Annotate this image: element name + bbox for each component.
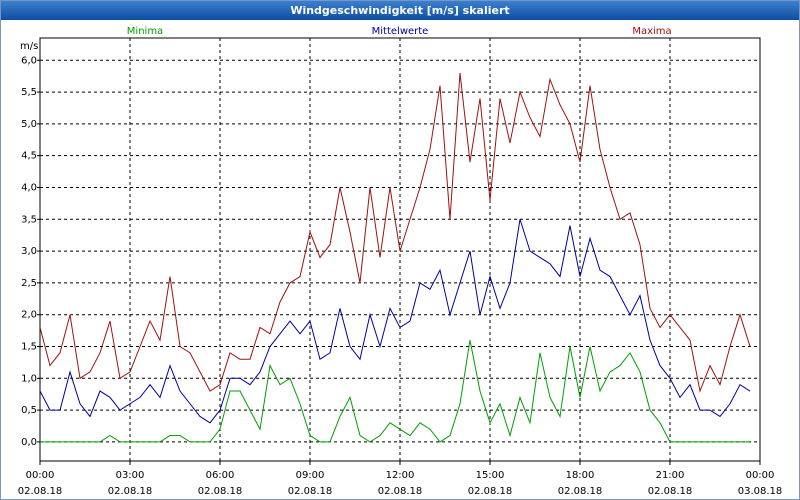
series-line	[39, 219, 751, 424]
y-tick-label: 3,0	[21, 246, 37, 257]
legend-entry: Maxima	[632, 26, 671, 37]
x-tick-label: 09:00	[296, 470, 325, 481]
y-tick-label: 1,0	[21, 373, 37, 384]
y-tick-label: 0,5	[21, 405, 37, 416]
y-tick-label: 1,5	[21, 342, 37, 353]
x-tick-date: 02.08.18	[558, 486, 603, 497]
y-tick-label: 4,0	[21, 182, 37, 193]
x-tick-label: 12:00	[386, 470, 415, 481]
x-tick-label: 06:00	[206, 470, 235, 481]
y-tick-label: 0,0	[21, 437, 37, 448]
series-line	[39, 72, 751, 393]
title-bar	[1, 1, 799, 20]
x-tick-date: 02.08.18	[378, 486, 423, 497]
x-tick-label: 18:00	[566, 470, 595, 481]
y-tick-label: 3,5	[21, 214, 37, 225]
y-tick-label: 6,0	[21, 55, 37, 66]
legend-entry: Minima	[127, 26, 163, 37]
x-tick-label: 00:00	[26, 470, 55, 481]
x-tick-label: 21:00	[656, 470, 685, 481]
y-axis-label: m/s	[20, 41, 38, 52]
x-tick-date: 03.08.18	[738, 486, 783, 497]
y-tick-label: 5,0	[21, 119, 37, 130]
y-tick-label: 5,5	[21, 87, 37, 98]
x-tick-label: 00:00	[746, 470, 775, 481]
y-tick-label: 2,0	[21, 310, 37, 321]
x-tick-label: 03:00	[116, 470, 145, 481]
x-tick-date: 02.08.18	[468, 486, 513, 497]
legend-entry: Mittelwerte	[372, 26, 429, 37]
x-tick-date: 02.08.18	[18, 486, 63, 497]
x-tick-label: 15:00	[476, 470, 505, 481]
x-tick-date: 02.08.18	[198, 486, 243, 497]
x-tick-date: 02.08.18	[108, 486, 153, 497]
y-tick-label: 4,5	[21, 151, 37, 162]
series-line	[40, 340, 750, 443]
x-tick-date: 02.08.18	[288, 486, 333, 497]
x-tick-date: 02.08.18	[648, 486, 693, 497]
chart-title: Windgeschwindigkeit [m/s] skaliert	[290, 4, 509, 17]
y-tick-label: 2,5	[21, 278, 37, 289]
